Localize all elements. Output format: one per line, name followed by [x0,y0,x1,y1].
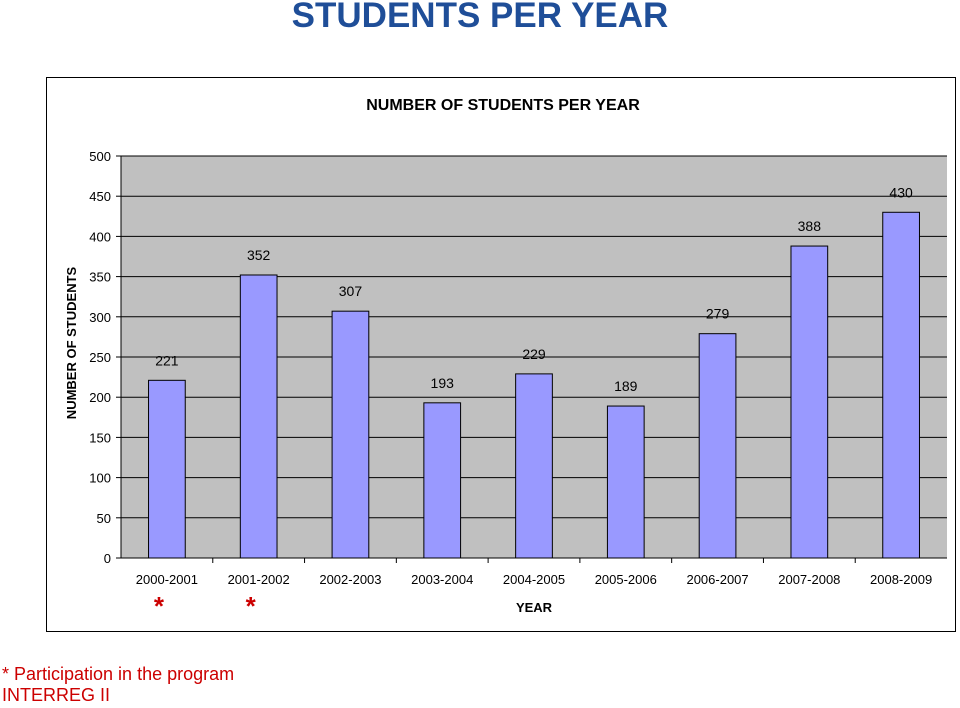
data-labels: 221 352 307 193 229 189 279 388 430 [155,184,913,394]
data-label: 307 [339,283,363,299]
x-tick-label: 2007-2008 [778,572,840,587]
y-tick-label: 200 [89,390,111,405]
bar [148,379,186,559]
page-title: STUDENTS PER YEAR [291,0,669,35]
footnote: * Participation in the program INTERREG … [2,664,402,706]
data-label: 221 [155,352,179,368]
bar [239,274,278,559]
x-tick-label: 2001-2002 [228,572,290,587]
x-axis-title: YEAR [516,600,553,615]
footnote-line-1: * Participation in the program [2,664,235,684]
y-axis-ticks: 0 50 100 150 200 250 300 350 400 450 500 [89,149,111,566]
y-tick-label: 350 [89,270,111,285]
data-label: 352 [247,247,271,263]
y-tick-label: 250 [89,350,111,365]
category-markers: * * [154,591,257,621]
x-axis-ticks: 2000-2001 2001-2002 2002-2003 2003-2004 2004… [136,572,932,587]
data-label: 430 [889,184,913,200]
y-tick-label: 0 [104,551,111,566]
chart-frame: NUMBER OF STUDENTS PER YEAR 221 352 307 193… [46,77,956,632]
y-tick-label: 500 [89,149,111,164]
y-tick-label: 400 [89,229,111,244]
x-tick-label: 2006-2007 [686,572,748,587]
participation-marker: * [246,591,257,621]
x-tick-label: 2005-2006 [595,572,657,587]
y-tick-label: 450 [89,189,111,204]
y-tick-label: 50 [97,511,111,526]
participation-marker: * [154,591,165,621]
data-label: 193 [431,375,455,391]
x-tick-label: 2000-2001 [136,572,198,587]
footnote-line-2: INTERREG II [2,685,111,705]
data-label: 279 [706,306,730,322]
y-tick-label: 300 [89,310,111,325]
y-tick-label: 150 [89,430,111,445]
chart-title: NUMBER OF STUDENTS PER YEAR [366,97,640,114]
bar [882,211,920,559]
data-label: 189 [614,378,638,394]
bar [515,373,553,559]
y-tick-label: 100 [89,471,111,486]
x-tick-label: 2008-2009 [870,572,932,587]
bar [331,310,370,559]
data-label: 388 [798,218,822,234]
x-tick-label: 2004-2005 [503,572,565,587]
bar [698,333,737,559]
data-label: 229 [522,346,546,362]
x-tick-label: 2002-2003 [319,572,381,587]
bar-chart: NUMBER OF STUDENTS PER YEAR 221 352 307 193… [64,97,947,621]
y-axis-title: NUMBER OF STUDENTS [64,266,79,419]
bar [423,402,462,559]
bar [790,245,829,559]
bar [606,405,645,559]
x-tick-label: 2003-2004 [411,572,473,587]
bars [148,211,920,559]
